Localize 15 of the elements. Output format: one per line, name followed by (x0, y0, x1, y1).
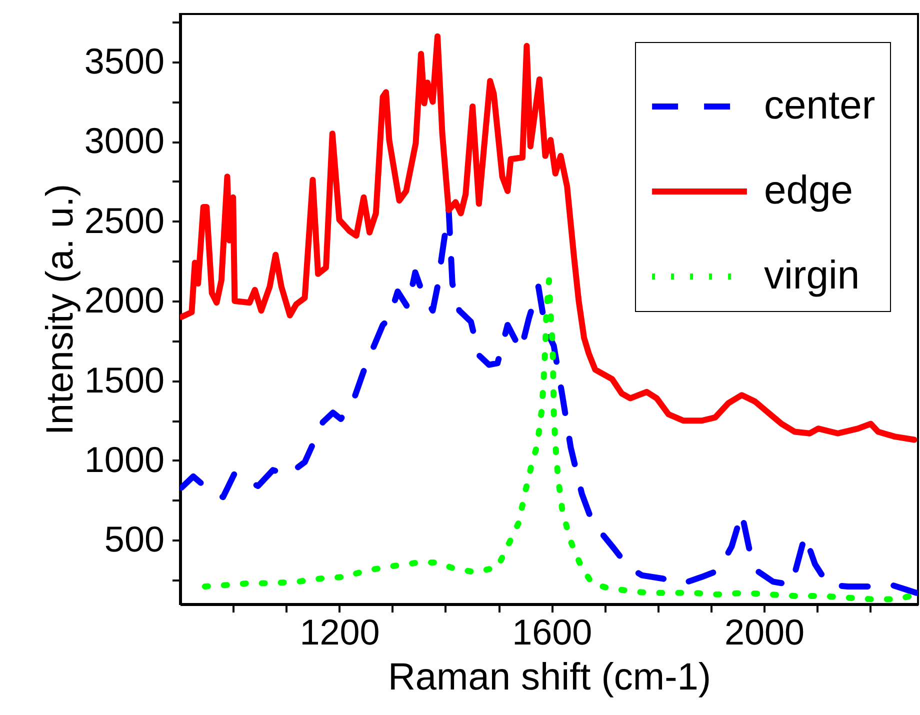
x-axis-title: Raman shift (cm-1) (388, 656, 712, 698)
legend-label: virgin (764, 254, 860, 298)
y-axis-title: Intensity (a. u.) (39, 184, 82, 436)
y-tick-label: 1000 (84, 438, 164, 480)
y-tick-label: 2000 (84, 280, 164, 321)
y-tick-label: 1500 (84, 359, 164, 400)
legend-label: center (764, 84, 876, 128)
x-tick-label: 2000 (724, 612, 805, 652)
y-tick-label: 3000 (84, 120, 164, 162)
y-tick-label: 500 (104, 518, 164, 560)
y-tick-label: 3500 (84, 40, 164, 82)
legend-label: edge (764, 168, 853, 212)
x-tick-label: 1200 (300, 612, 380, 652)
y-tick-label: 2500 (84, 200, 164, 241)
x-tick-label: 1600 (512, 612, 592, 652)
